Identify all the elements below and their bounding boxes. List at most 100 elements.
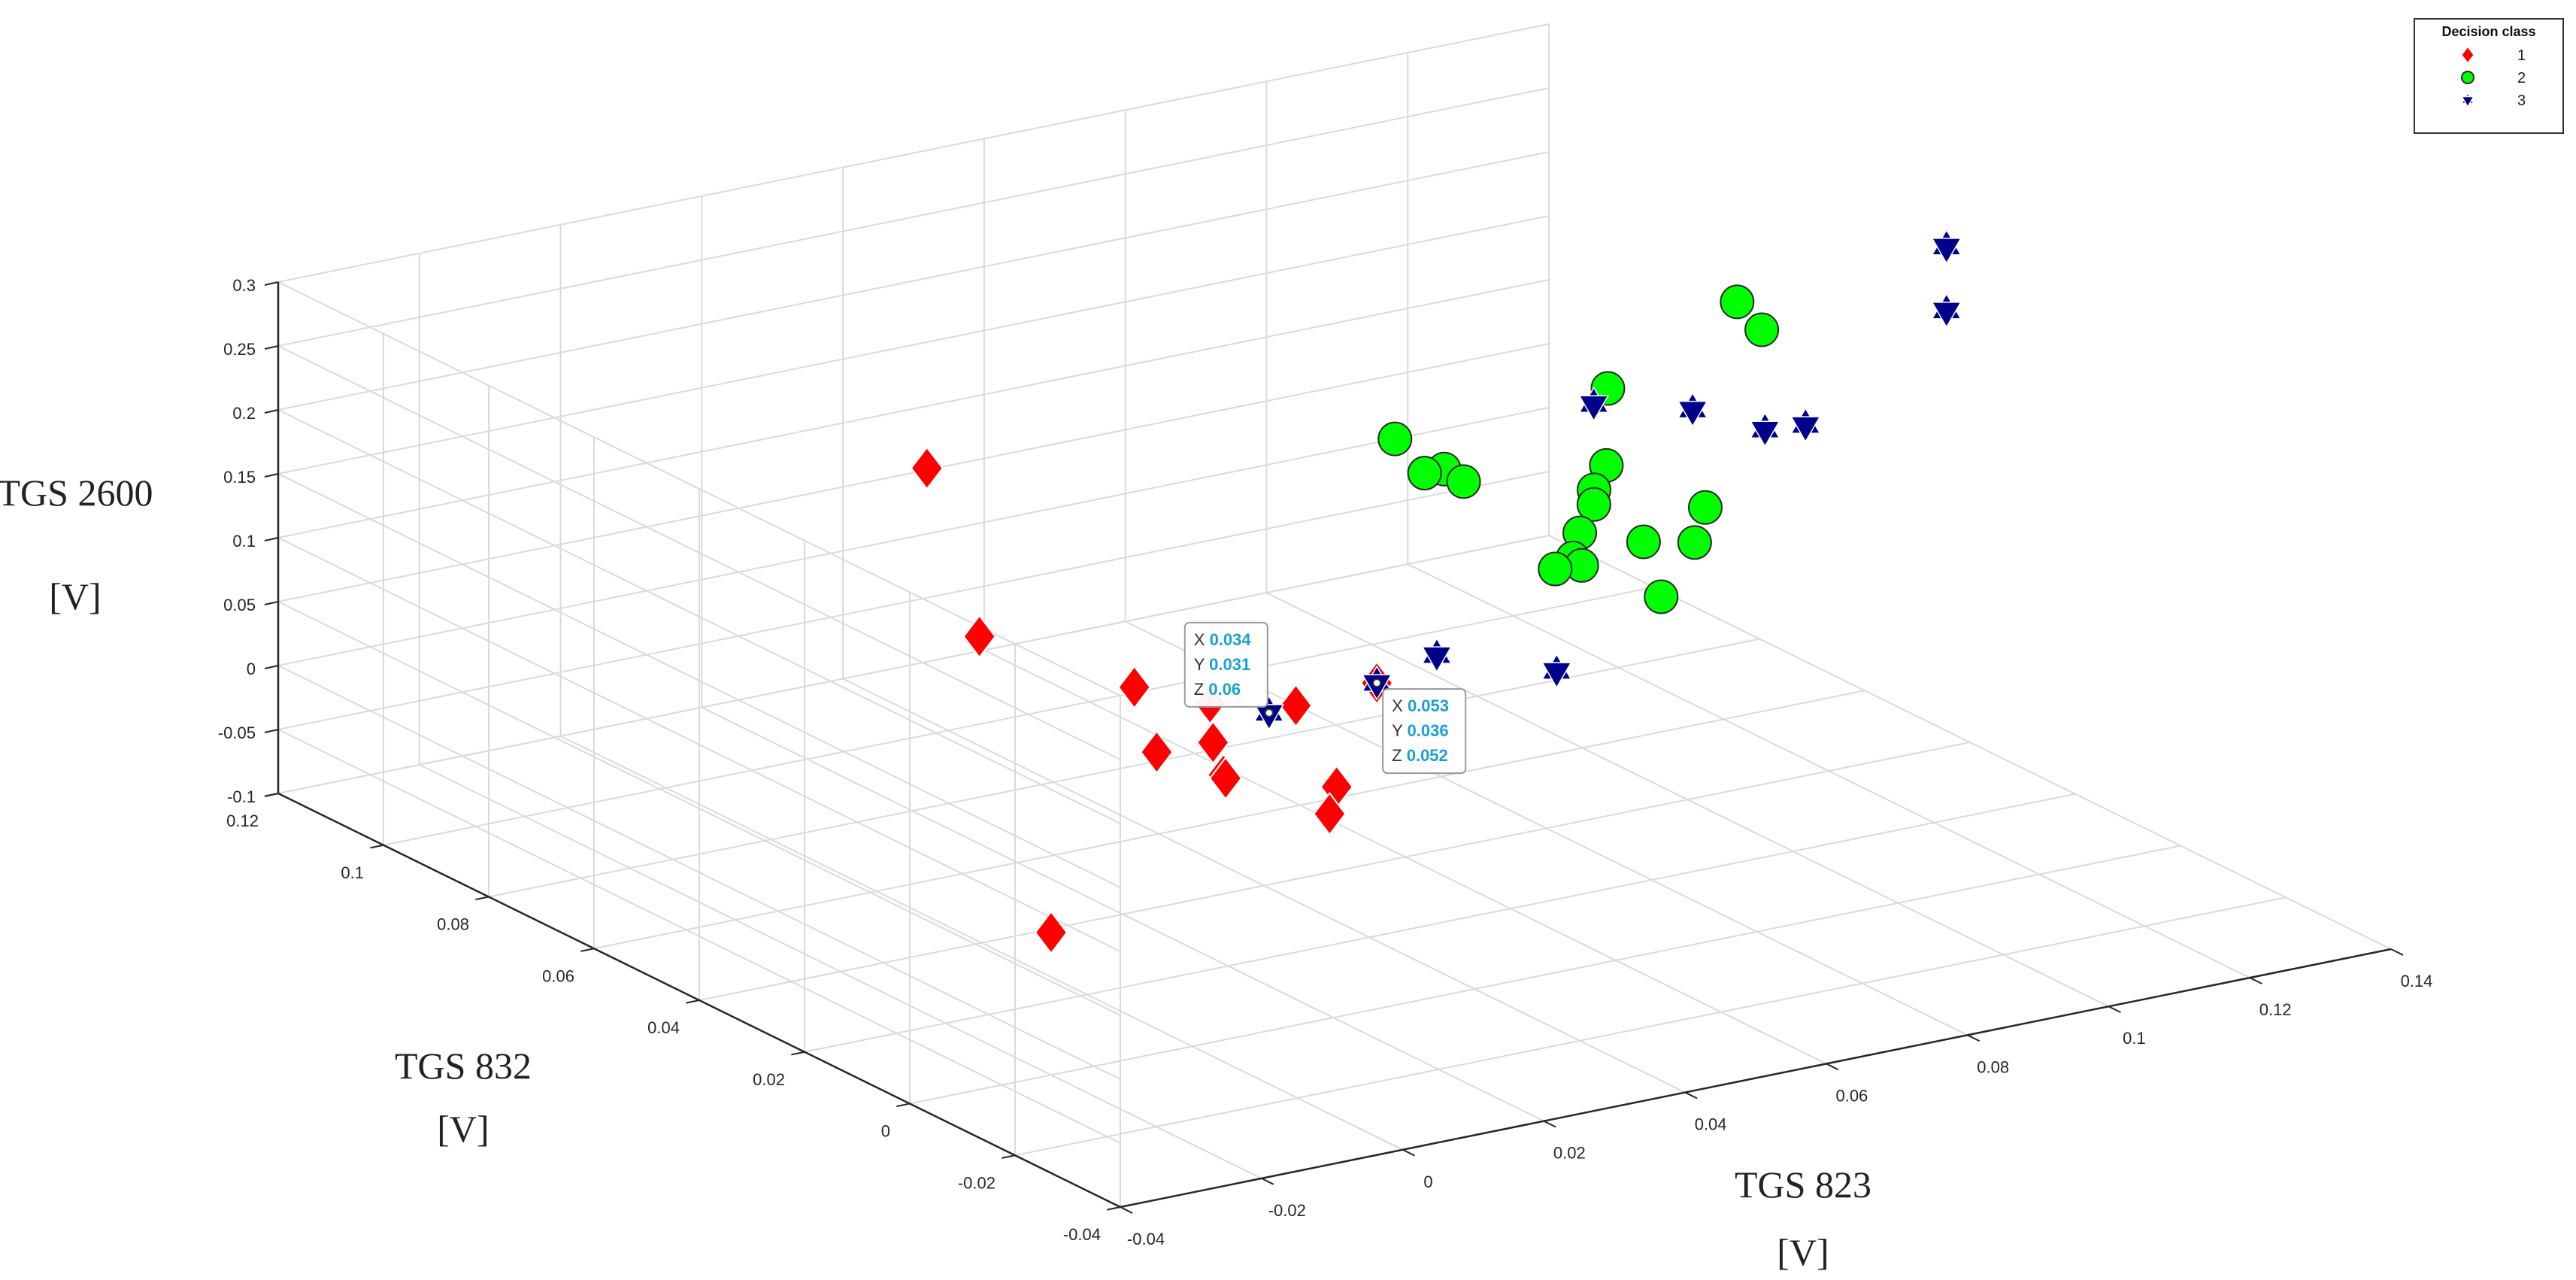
x-tick-mark bbox=[1261, 1177, 1274, 1185]
grid-line bbox=[804, 793, 2076, 1053]
marker-class-2 bbox=[1677, 525, 1712, 560]
y-tick-mark bbox=[370, 844, 384, 849]
marker-class-1 bbox=[962, 614, 996, 659]
grid-line bbox=[277, 665, 1121, 1080]
x-tick-label: 0.06 bbox=[1835, 1086, 1868, 1105]
grid-line bbox=[277, 407, 1550, 666]
z-axis-label-line2: [V] bbox=[49, 575, 101, 617]
x-tick-label: 0.14 bbox=[2401, 972, 2433, 990]
y-tick-label: 0.06 bbox=[542, 966, 574, 985]
grid-line bbox=[277, 601, 1121, 1016]
data-tip-box bbox=[1183, 621, 1268, 708]
marker-class-3 bbox=[1931, 293, 1962, 329]
grid-line bbox=[277, 345, 1121, 760]
marker-class-2 bbox=[1446, 464, 1481, 499]
x-tick-label: 0 bbox=[1423, 1172, 1432, 1191]
x-axis-label-line1: TGS 823 bbox=[1735, 1163, 1871, 1206]
x-tick-mark bbox=[1684, 1091, 1698, 1100]
y-tick-label: 0.04 bbox=[647, 1018, 680, 1037]
grid-lines bbox=[277, 23, 2392, 1208]
grid-line bbox=[909, 845, 2181, 1105]
x-tick-label: 0.04 bbox=[1695, 1115, 1727, 1134]
marker-class-2 bbox=[1744, 312, 1780, 347]
marker-class-1 bbox=[1208, 756, 1243, 801]
data-tip-line: X 0.034 bbox=[1194, 630, 1252, 649]
legend-label-1: 1 bbox=[2517, 47, 2526, 64]
z-tick-label: 0.05 bbox=[223, 596, 256, 614]
data-tip-box bbox=[1382, 688, 1467, 775]
data-tip-line: X 0.053 bbox=[1392, 696, 1449, 715]
axis-line bbox=[1120, 948, 2392, 1209]
y-tick-mark bbox=[896, 1103, 911, 1108]
y-tick-label: -0.02 bbox=[958, 1173, 996, 1192]
marker-class-2 bbox=[1407, 456, 1442, 491]
x-tick-label: 0.1 bbox=[2123, 1029, 2146, 1048]
z-tick-label: -0.1 bbox=[227, 787, 256, 806]
y-axis-label-line2: [V] bbox=[437, 1108, 489, 1150]
marker-class-2 bbox=[1626, 524, 1661, 560]
x-tick-mark bbox=[1543, 1120, 1556, 1128]
marker-class-2 bbox=[1720, 284, 1755, 320]
grid-line bbox=[277, 729, 1121, 1144]
data-tip-anchor bbox=[1372, 678, 1382, 688]
y-tick-mark bbox=[475, 896, 489, 901]
z-tick-label: -0.05 bbox=[218, 723, 256, 742]
z-tick-label: 0.25 bbox=[223, 340, 256, 359]
x-tick-mark bbox=[1826, 1063, 1839, 1071]
x-tick-label: 0.08 bbox=[1977, 1057, 2009, 1076]
x-tick-mark bbox=[2108, 1005, 2121, 1014]
tick-labels: -0.04 -0.02 0 0.02 0.04 0.06 0.08 0.1 0.12 0.14 -0… bbox=[218, 276, 2433, 1248]
grid-line bbox=[699, 742, 1971, 1001]
marker-class-3 bbox=[1790, 407, 1821, 443]
legend-marker-2 bbox=[2461, 71, 2474, 84]
x-tick-label: -0.02 bbox=[1268, 1201, 1306, 1220]
grid-line bbox=[277, 473, 1121, 888]
z-tick-mark bbox=[264, 473, 279, 478]
marker-class-1 bbox=[1279, 684, 1313, 728]
z-tick-mark bbox=[264, 345, 279, 350]
marker-class-1 bbox=[1034, 910, 1068, 955]
marker-class-3 bbox=[1541, 653, 1572, 689]
y-axis-label-line1: TGS 832 bbox=[395, 1045, 532, 1087]
x-axis-label-line2: [V] bbox=[1777, 1231, 1829, 1273]
grid-line bbox=[277, 471, 1550, 730]
y-tick-label: 0.02 bbox=[753, 1070, 785, 1089]
data-tip[interactable]: X 0.034 Y 0.031 Z 0.06 bbox=[1183, 621, 1274, 717]
z-tick-mark bbox=[264, 729, 279, 733]
y-tick-mark bbox=[1107, 1206, 1121, 1211]
marker-class-3 bbox=[1421, 637, 1453, 673]
z-tick-mark bbox=[264, 793, 279, 797]
grid-line bbox=[277, 409, 1121, 824]
grid-line bbox=[277, 537, 1121, 952]
data-tips: X 0.034 Y 0.031 Z 0.06 X 0.053 Y 0.036 Z 0.05… bbox=[1183, 621, 1467, 775]
marker-class-2 bbox=[1576, 487, 1611, 522]
z-tick-mark bbox=[264, 601, 279, 605]
data-tip-line: Z 0.06 bbox=[1194, 680, 1241, 699]
marker-class-3 bbox=[1749, 411, 1780, 447]
y-tick-mark bbox=[580, 948, 595, 952]
z-tick-mark bbox=[264, 281, 279, 286]
y-tick-label: 0 bbox=[881, 1122, 890, 1141]
z-tick-label: 0.15 bbox=[223, 468, 256, 487]
grid-line bbox=[1014, 896, 2287, 1157]
x-tick-mark bbox=[1120, 1206, 1133, 1214]
data-tip-line: Z 0.052 bbox=[1392, 746, 1448, 765]
x-tick-mark bbox=[2249, 977, 2262, 984]
y-tick-label: 0.12 bbox=[226, 811, 259, 830]
marker-class-2 bbox=[1377, 421, 1413, 456]
marker-class-3 bbox=[1677, 392, 1708, 428]
y-tick-label: -0.04 bbox=[1063, 1225, 1101, 1244]
marker-class-1 bbox=[1196, 720, 1230, 765]
legend: Decision class 1 2 3 bbox=[2414, 18, 2564, 134]
data-tip-line: Y 0.036 bbox=[1392, 721, 1448, 740]
z-tick-label: 0.2 bbox=[232, 404, 256, 423]
axes bbox=[264, 281, 2404, 1214]
marker-class-1 bbox=[1313, 791, 1347, 836]
marker-class-2 bbox=[1688, 490, 1723, 525]
y-tick-mark bbox=[1002, 1154, 1016, 1159]
marker-class-2 bbox=[1538, 551, 1573, 587]
data-tip[interactable]: X 0.053 Y 0.036 Z 0.052 bbox=[1372, 678, 1467, 775]
marker-class-2 bbox=[1644, 579, 1679, 614]
grid-line bbox=[277, 535, 1550, 794]
legend-title: Decision class bbox=[2441, 24, 2536, 39]
